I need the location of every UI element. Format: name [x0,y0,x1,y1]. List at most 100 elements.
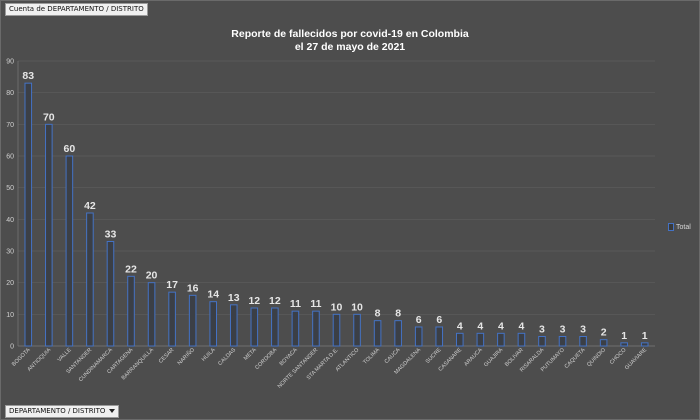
x-tick-label: GUAJIRA [483,347,504,368]
data-label: 33 [105,229,117,241]
bar [250,307,259,347]
bar [599,339,608,347]
data-label: 70 [43,111,55,123]
data-label: 1 [621,330,627,342]
data-label: 4 [457,320,463,332]
bar [353,313,361,347]
bar [24,82,33,347]
bar [332,313,341,347]
data-label: 4 [498,320,504,332]
x-tick-label: META [243,347,258,362]
chart-title: Reporte de fallecidos por covid-19 en Co… [231,28,469,40]
bar [65,155,74,347]
bar [394,320,402,347]
y-tick-label: 0 [10,344,14,351]
data-label: 10 [331,301,343,313]
data-label: 8 [395,308,401,320]
bar [414,326,423,347]
data-label: 14 [207,289,219,301]
x-tick-label: CORDOBA [254,347,278,371]
data-label: 13 [228,292,240,304]
bar [45,123,53,347]
bar [168,291,176,347]
x-tick-label: CAQUETA [564,347,587,370]
axis-field-dropdown[interactable]: DEPARTAMENTO / DISTRITO [5,405,120,418]
bar [640,342,649,347]
bar [209,301,217,347]
bar [497,332,505,347]
data-label: 6 [416,314,422,326]
data-label: 11 [290,298,301,310]
bar [538,336,546,347]
bar [229,304,238,347]
y-tick-label: 50 [6,185,14,192]
data-label: 2 [601,327,607,339]
data-label: 42 [84,200,96,212]
data-label: 4 [519,320,525,332]
data-label: 22 [125,263,137,275]
bar [579,336,587,347]
y-tick-label: 70 [6,122,14,129]
x-tick-label: GUAVIARE [624,347,648,371]
bar [127,275,135,347]
legend-label: Total [676,223,691,231]
x-tick-label: ARAUCA [463,347,484,368]
value-field-button[interactable]: Cuenta de DEPARTAMENTO / DISTRITO [5,3,148,16]
x-tick-label: QUINDIO [586,347,607,368]
legend: Total [668,223,691,232]
x-tick-label: SUCRE [425,347,443,365]
x-tick-label: CHOCO [609,347,628,366]
y-tick-label: 10 [6,312,14,319]
bar [373,320,382,347]
data-label: 12 [269,295,281,307]
data-label: 3 [560,324,566,336]
bar [106,241,115,347]
x-tick-label: BOLIVAR [504,347,525,368]
x-tick-label: NORTE SANTANDER [277,347,320,390]
bar [271,307,279,347]
bar [291,310,300,347]
chevron-down-icon [109,409,116,413]
data-label: 12 [248,295,260,307]
x-tick-label: BOYACA [279,347,299,367]
data-label: 3 [580,324,586,336]
y-tick-label: 60 [6,154,14,161]
chart-subtitle: el 27 de mayo de 2021 [294,41,406,53]
data-label: 17 [166,279,178,291]
x-tick-label: CAUCA [384,347,402,365]
data-label: 83 [22,70,34,82]
x-tick-label: NARIÑO [176,346,197,367]
bar [517,332,526,347]
x-tick-label: VALLE [57,347,73,363]
y-tick-label: 80 [6,90,14,97]
bar [312,310,320,347]
legend-swatch [668,223,674,231]
axis-field-label: DEPARTAMENTO / DISTRITO [9,407,106,415]
y-tick-label: 90 [6,59,14,66]
bar [558,336,567,347]
x-tick-label: HUILA [201,347,217,363]
data-label: 8 [375,308,381,320]
bar [620,342,628,347]
y-tick-label: 30 [6,249,14,256]
data-label: 3 [539,324,545,336]
y-tick-label: 40 [6,217,14,224]
data-label: 4 [477,320,483,332]
bar [188,294,197,347]
bar [435,326,444,347]
bar [456,332,464,347]
data-label: 10 [351,301,363,313]
bar [476,332,485,347]
x-tick-label: TOLIMA [362,347,381,366]
data-label: 20 [146,270,158,282]
bar [86,212,94,347]
y-tick-label: 20 [6,280,14,287]
data-label: 6 [436,314,442,326]
data-label: 11 [310,298,321,310]
bar [147,282,156,347]
x-tick-label: CESAR [158,347,176,365]
data-label: 16 [187,282,199,294]
data-label: 1 [642,330,648,342]
